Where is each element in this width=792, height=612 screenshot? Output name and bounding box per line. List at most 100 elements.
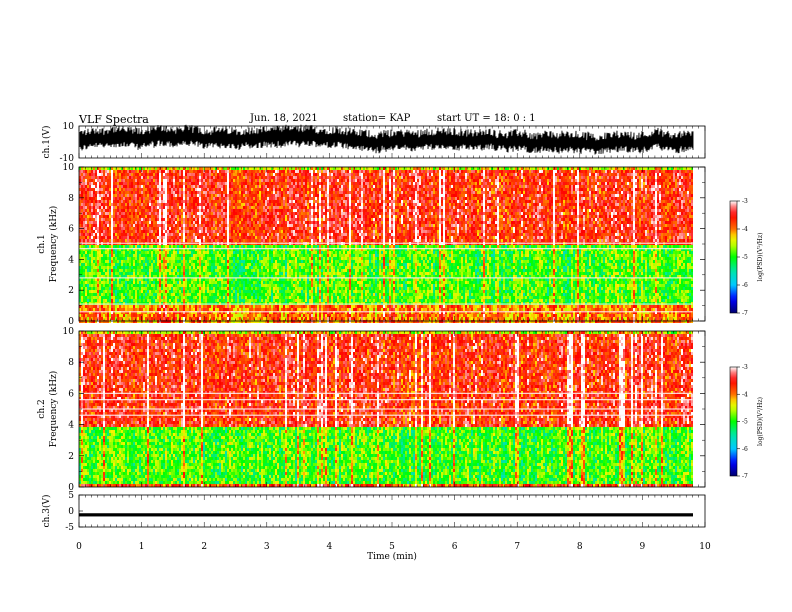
spectrogram-cell bbox=[107, 188, 109, 191]
spectrogram-cell bbox=[123, 209, 125, 212]
spectrogram-cell bbox=[121, 200, 123, 203]
spectrogram-cell bbox=[219, 212, 221, 215]
spectrogram-cell bbox=[169, 290, 171, 293]
spectrogram-cell bbox=[227, 266, 229, 269]
spectrogram-cell bbox=[221, 299, 223, 302]
spectrogram-cell bbox=[125, 251, 127, 254]
spectrogram-cell bbox=[157, 200, 159, 203]
spectrogram-cell bbox=[175, 281, 177, 284]
spectrogram-cell bbox=[129, 308, 131, 311]
spectrogram-cell bbox=[189, 173, 191, 176]
spectrogram-cell bbox=[107, 296, 109, 299]
spectrogram-cell bbox=[103, 203, 105, 206]
spectrogram-cell bbox=[91, 281, 93, 284]
spectrogram-cell bbox=[97, 296, 99, 299]
spectrogram-cell bbox=[229, 200, 231, 203]
spectrogram-cell bbox=[109, 263, 111, 266]
spectrogram-cell bbox=[139, 299, 141, 302]
spectrogram-cell bbox=[145, 236, 147, 239]
spectrogram-cell bbox=[219, 170, 221, 173]
spectrogram-cell bbox=[213, 296, 215, 299]
spectrogram-cell bbox=[159, 227, 161, 230]
spectrogram-cell bbox=[81, 185, 83, 188]
spectrogram-cell bbox=[207, 260, 209, 263]
spectrogram-cell bbox=[227, 167, 229, 170]
spectrogram-cell bbox=[201, 269, 203, 272]
spectrogram-cell bbox=[177, 245, 179, 248]
spectrogram-cell bbox=[103, 173, 105, 176]
spectrogram-cell bbox=[213, 176, 215, 179]
spectrogram-cell bbox=[177, 272, 179, 275]
spectrogram-cell bbox=[183, 239, 185, 242]
spectrogram-cell bbox=[109, 290, 111, 293]
spectrogram-cell bbox=[219, 320, 221, 323]
spectrogram-cell bbox=[103, 236, 105, 239]
spectrogram-cell bbox=[141, 257, 143, 260]
spectrogram-cell bbox=[119, 176, 121, 179]
spectrogram-cell bbox=[149, 236, 151, 239]
spectrogram-cell bbox=[125, 206, 127, 209]
spectrogram-cell bbox=[121, 251, 123, 254]
spectrogram-cell bbox=[103, 233, 105, 236]
spectrogram-cell bbox=[155, 224, 157, 227]
spectrogram-cell bbox=[199, 221, 201, 224]
spectrogram-cell bbox=[135, 281, 137, 284]
spectrogram-cell bbox=[131, 245, 133, 248]
spectrogram-cell bbox=[163, 245, 165, 248]
spectrogram-cell bbox=[153, 266, 155, 269]
spectrogram-cell bbox=[183, 224, 185, 227]
spectrogram-cell bbox=[87, 314, 89, 317]
spectrogram-cell bbox=[91, 182, 93, 185]
spectrogram-cell bbox=[103, 290, 105, 293]
spectrogram-cell bbox=[153, 221, 155, 224]
spectrogram-cell bbox=[221, 272, 223, 275]
spectrogram-cell bbox=[147, 305, 149, 308]
spectrogram-cell bbox=[85, 212, 87, 215]
spectrogram-cell bbox=[221, 251, 223, 254]
spectrogram-cell bbox=[213, 263, 215, 266]
spectrogram-cell bbox=[195, 305, 197, 308]
spectrogram-cell bbox=[165, 251, 167, 254]
spectrogram-cell bbox=[193, 251, 195, 254]
spectrogram-cell bbox=[155, 227, 157, 230]
spectrogram-cell bbox=[161, 191, 163, 194]
spectrogram-cell bbox=[205, 314, 207, 317]
spectrogram-cell bbox=[123, 260, 125, 263]
spectrogram-cell bbox=[131, 218, 133, 221]
spectrogram-cell bbox=[99, 236, 101, 239]
spectrogram-cell bbox=[187, 299, 189, 302]
spectrogram-cell bbox=[121, 185, 123, 188]
spectrogram-cell bbox=[233, 257, 235, 260]
spectrogram-cell bbox=[187, 224, 189, 227]
spectrogram-cell bbox=[229, 245, 231, 248]
spectrogram-cell bbox=[135, 263, 137, 266]
spectrogram-cell bbox=[193, 197, 195, 200]
spectrogram-cell bbox=[201, 284, 203, 287]
spectrogram-cell bbox=[93, 257, 95, 260]
spectrogram-cell bbox=[167, 221, 169, 224]
spectrogram-cell bbox=[209, 209, 211, 212]
spectrogram-cell bbox=[95, 239, 97, 242]
spectrogram-cell bbox=[165, 221, 167, 224]
spectrogram-cell bbox=[149, 239, 151, 242]
spectrogram-cell bbox=[107, 236, 109, 239]
spectrogram-cell bbox=[85, 284, 87, 287]
spectrogram-cell bbox=[81, 281, 83, 284]
spectrogram-cell bbox=[191, 263, 193, 266]
spectrogram-cell bbox=[153, 176, 155, 179]
spectrogram-cell bbox=[95, 314, 97, 317]
spectrogram-cell bbox=[207, 218, 209, 221]
spectrogram-cell bbox=[201, 314, 203, 317]
spectrogram-cell bbox=[175, 209, 177, 212]
spectrogram-cell bbox=[157, 194, 159, 197]
spectrogram-cell bbox=[161, 239, 163, 242]
spectrogram-cell bbox=[217, 284, 219, 287]
spectrogram-cell bbox=[207, 254, 209, 257]
spectrogram-cell bbox=[185, 203, 187, 206]
spectrogram-cell bbox=[179, 224, 181, 227]
spectrogram-cell bbox=[211, 206, 213, 209]
spectrogram-cell bbox=[205, 191, 207, 194]
spectrogram-cell bbox=[171, 314, 173, 317]
spectrogram-cell bbox=[167, 293, 169, 296]
spectrogram-cell bbox=[161, 236, 163, 239]
